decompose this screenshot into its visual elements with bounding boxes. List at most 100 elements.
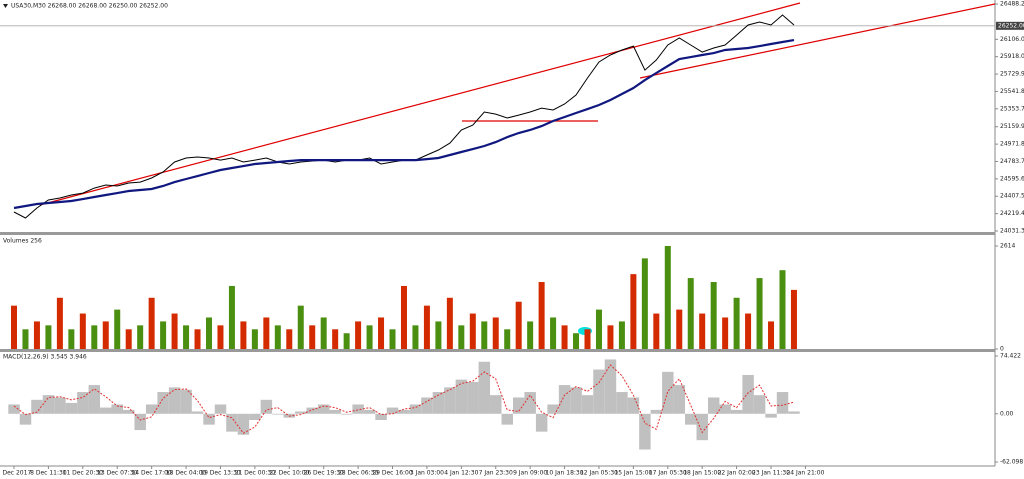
volume-bar (137, 325, 144, 349)
y-tick-label: 25541.80 (1000, 88, 1024, 95)
x-tick-label: 17 Jan 05:30 (649, 470, 687, 477)
macd-bar (88, 385, 101, 414)
volume-bar (481, 321, 488, 349)
macd-bar (237, 413, 250, 435)
macd-bar (696, 413, 708, 441)
volume-bar (653, 313, 660, 349)
volume-bar (68, 329, 75, 349)
macd-bar (650, 409, 663, 414)
chart-title: USA30,M30 26268.00 26268.00 26250.00 262… (11, 3, 168, 10)
macd-bar (581, 395, 594, 414)
macd-bar (673, 385, 686, 414)
x-tick-label: 28 Dec 06:30 (338, 470, 379, 477)
volume-bar (469, 313, 476, 349)
macd-bar (272, 413, 284, 415)
macd-bar (604, 359, 617, 414)
macd-bar (765, 413, 777, 418)
volume-bar (286, 329, 293, 349)
volume-bar (125, 329, 132, 349)
macd-bar (707, 397, 720, 414)
volume-bar (91, 325, 98, 349)
volume-bar (710, 282, 717, 349)
macd-bar (455, 379, 468, 414)
macd-bar (249, 413, 261, 420)
x-tick-label: 7 Dec 2017 (0, 470, 31, 477)
volume-bar (584, 329, 591, 349)
x-tick-label: 8 Dec 11:30 (30, 470, 67, 477)
volume-bar (263, 317, 270, 349)
volume-bar (412, 325, 419, 349)
signal-line (13, 364, 795, 434)
volume-bar (297, 305, 304, 349)
x-tick-label: 9 Jan 09:00 (513, 470, 547, 477)
y-tick-label: 25353.70 (1000, 105, 1024, 112)
volume-bar (595, 309, 602, 349)
y-tick-label: 26106.00 (1000, 36, 1024, 43)
volume-bar (102, 321, 109, 349)
volume-bar (538, 282, 545, 349)
volume-bar (56, 297, 63, 349)
x-tick-label: 13 Dec 07:30 (97, 470, 138, 477)
macd-bar (65, 402, 78, 414)
panel-separator (0, 232, 995, 235)
volume-bar (11, 305, 17, 349)
y-tick-label: 0 (1000, 346, 1004, 353)
macd-bar (168, 387, 181, 414)
y-tick-label: 25918.00 (1000, 53, 1024, 60)
macd-bar (295, 411, 307, 414)
x-tick-label: 3 Jan 03:00 (410, 470, 444, 477)
macd-bar (42, 395, 55, 414)
volume-bar (561, 325, 568, 349)
volume-bar (699, 313, 706, 349)
macd-bar (375, 413, 387, 420)
volume-bar (423, 305, 430, 349)
volume-bar (722, 317, 729, 349)
volume-bar (366, 325, 373, 349)
volume-bar (148, 297, 155, 349)
x-tick-label: 10 Jan 18:30 (546, 470, 584, 477)
macd-bar (593, 369, 605, 414)
macd-bar (329, 409, 341, 414)
x-tick-label: 21 Dec 00:30 (235, 470, 276, 477)
volume-bar (768, 321, 775, 349)
volume-bar (183, 325, 190, 349)
y-tick-label: 74.422 (1000, 353, 1021, 360)
volume-bar (745, 313, 752, 349)
x-tick-label: 23 Jan 11:30 (752, 470, 790, 477)
y-tick-label: 24971.80 (1000, 141, 1024, 148)
volume-bar (687, 278, 694, 349)
x-tick-label: 14 Dec 17:00 (131, 470, 172, 477)
volume-bar (400, 285, 407, 349)
macd-bar (742, 374, 754, 414)
last-price-label: 26252.00 (998, 22, 1024, 29)
x-tick-label: 18 Jan 15:00 (683, 470, 721, 477)
macd-bar (180, 389, 192, 414)
macd-bar (123, 409, 135, 414)
x-tick-label: 18 Dec 04:00 (166, 470, 207, 477)
y-tick-label: 26488.20 (1000, 1, 1024, 8)
volume-bar (171, 313, 178, 349)
x-tick-label: 24 Jan 21:00 (786, 470, 824, 477)
macd-bar (340, 413, 353, 415)
menu-triangle[interactable] (3, 4, 8, 8)
volume-bar (114, 309, 121, 349)
volume-bar (790, 289, 797, 349)
y-tick-label: 24783.70 (1000, 158, 1024, 165)
trend-lines (39, 2, 995, 206)
macd-bar (616, 392, 628, 414)
volume-bar (630, 274, 637, 349)
macd-bar (306, 407, 318, 414)
macd-bar (512, 397, 525, 414)
volume-bar (79, 313, 86, 349)
macd-bar (352, 404, 364, 414)
volume-bar (33, 321, 40, 349)
macd-bar (776, 392, 789, 414)
x-tick-label: 15 Jan 15:00 (614, 470, 652, 477)
macd-bar (100, 407, 112, 414)
lower-trend-line (639, 3, 995, 79)
volume-bar (550, 317, 557, 349)
macd-bar (111, 404, 123, 414)
macd-bar (639, 413, 651, 450)
volume-bar (22, 329, 29, 349)
